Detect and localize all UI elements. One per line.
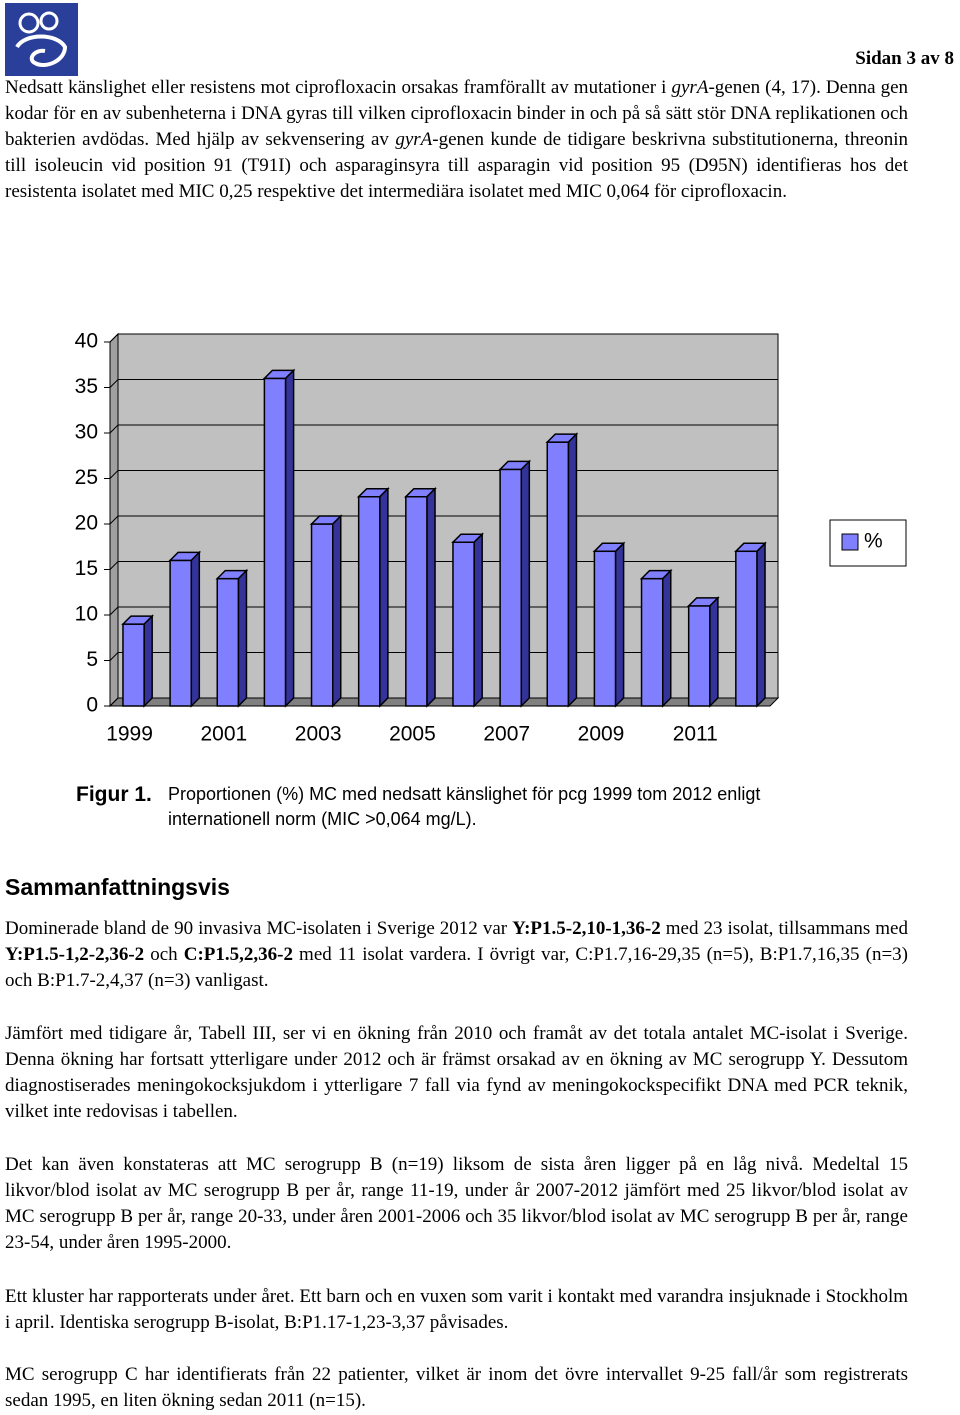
legend-swatch — [841, 533, 859, 551]
y-tick-label: 0 — [86, 694, 98, 717]
text: med 11 isolat vardera. I övrigt var, C:P… — [5, 944, 908, 991]
grid-line — [109, 379, 778, 388]
x-tick-label: 2003 — [295, 723, 342, 746]
bar — [545, 432, 579, 708]
strain: Y:P1.5-1,2-2,36-2 — [5, 944, 145, 965]
bar — [451, 532, 484, 708]
chart: 0 5 10 15 20 25 30 35 40 1999 2001 2003 2005 2007 2009… — [75, 330, 907, 746]
x-tick-label: 1999 — [106, 723, 153, 746]
strain: Y:P1.5-2,10-1,36-2 — [512, 918, 661, 939]
x-tick-label: 2009 — [578, 723, 625, 746]
bar — [498, 459, 532, 708]
y-tick-label: 10 — [75, 603, 98, 626]
bar — [215, 568, 249, 708]
bar — [262, 368, 296, 708]
y-tick-label: 25 — [75, 466, 98, 489]
legend-label: % — [864, 530, 883, 553]
x-tick-label: 2001 — [200, 723, 247, 746]
gene: gyrA — [671, 77, 709, 98]
paragraph: Nedsatt känslighet eller resistens mot c… — [5, 75, 908, 205]
y-tick-label: 20 — [75, 512, 98, 535]
bar — [168, 550, 202, 708]
caption-label: Figur 1. — [76, 783, 152, 806]
gene: gyrA — [395, 129, 433, 150]
bar — [309, 514, 343, 708]
y-tick-label: 35 — [75, 375, 98, 398]
bar — [404, 486, 437, 708]
logo — [5, 3, 78, 76]
bar — [639, 568, 673, 708]
grid-line — [109, 333, 778, 343]
x-tick-label: 2011 — [673, 723, 718, 746]
x-tick-label: 2005 — [389, 723, 436, 746]
text: och — [144, 944, 184, 965]
page-label: Sidan 3 av 8 — [855, 48, 954, 69]
y-tick-label: 30 — [75, 421, 98, 444]
text: Nedsatt känslighet eller resistens mot c… — [5, 77, 672, 98]
text: -genen kunde de tidigare beskrivna subst… — [5, 129, 908, 202]
text: -genen (4, 17). Denna gen kodar för en a… — [5, 77, 908, 150]
y-tick-label: 15 — [75, 557, 98, 580]
text: med 23 isolat, tillsammans med — [660, 918, 908, 939]
paragraph: Det kan även konstateras att MC serogrup… — [5, 1154, 908, 1253]
bar — [686, 596, 720, 708]
y-tick-label: 5 — [86, 648, 98, 671]
bar — [356, 486, 390, 708]
bar — [121, 614, 154, 708]
bar — [592, 541, 626, 708]
x-tick-label: 2007 — [483, 723, 530, 746]
paragraph: MC serogrupp C har identifierats från 22… — [5, 1364, 908, 1411]
floor — [108, 697, 780, 707]
bar — [734, 541, 767, 708]
section-heading: Sammanfattningsvis — [5, 874, 230, 900]
grid-line — [109, 424, 778, 434]
caption-text: Proportionen (%) MC med nedsatt känsligh… — [168, 784, 761, 829]
paragraph: Dominerade bland de 90 invasiva MC-isola… — [5, 916, 908, 994]
paragraph: Jämfört med tidigare år, Tabell III, ser… — [5, 1023, 908, 1122]
y-tick-label: 40 — [75, 330, 98, 353]
caption: Figur 1. Proportionen (%) MC med nedsatt… — [76, 782, 776, 832]
paragraph: Ett kluster har rapporterats under året.… — [5, 1286, 908, 1333]
strain: C:P1.5,2,36-2 — [183, 944, 293, 965]
text: Dominerade bland de 90 invasiva MC-isola… — [5, 918, 513, 939]
